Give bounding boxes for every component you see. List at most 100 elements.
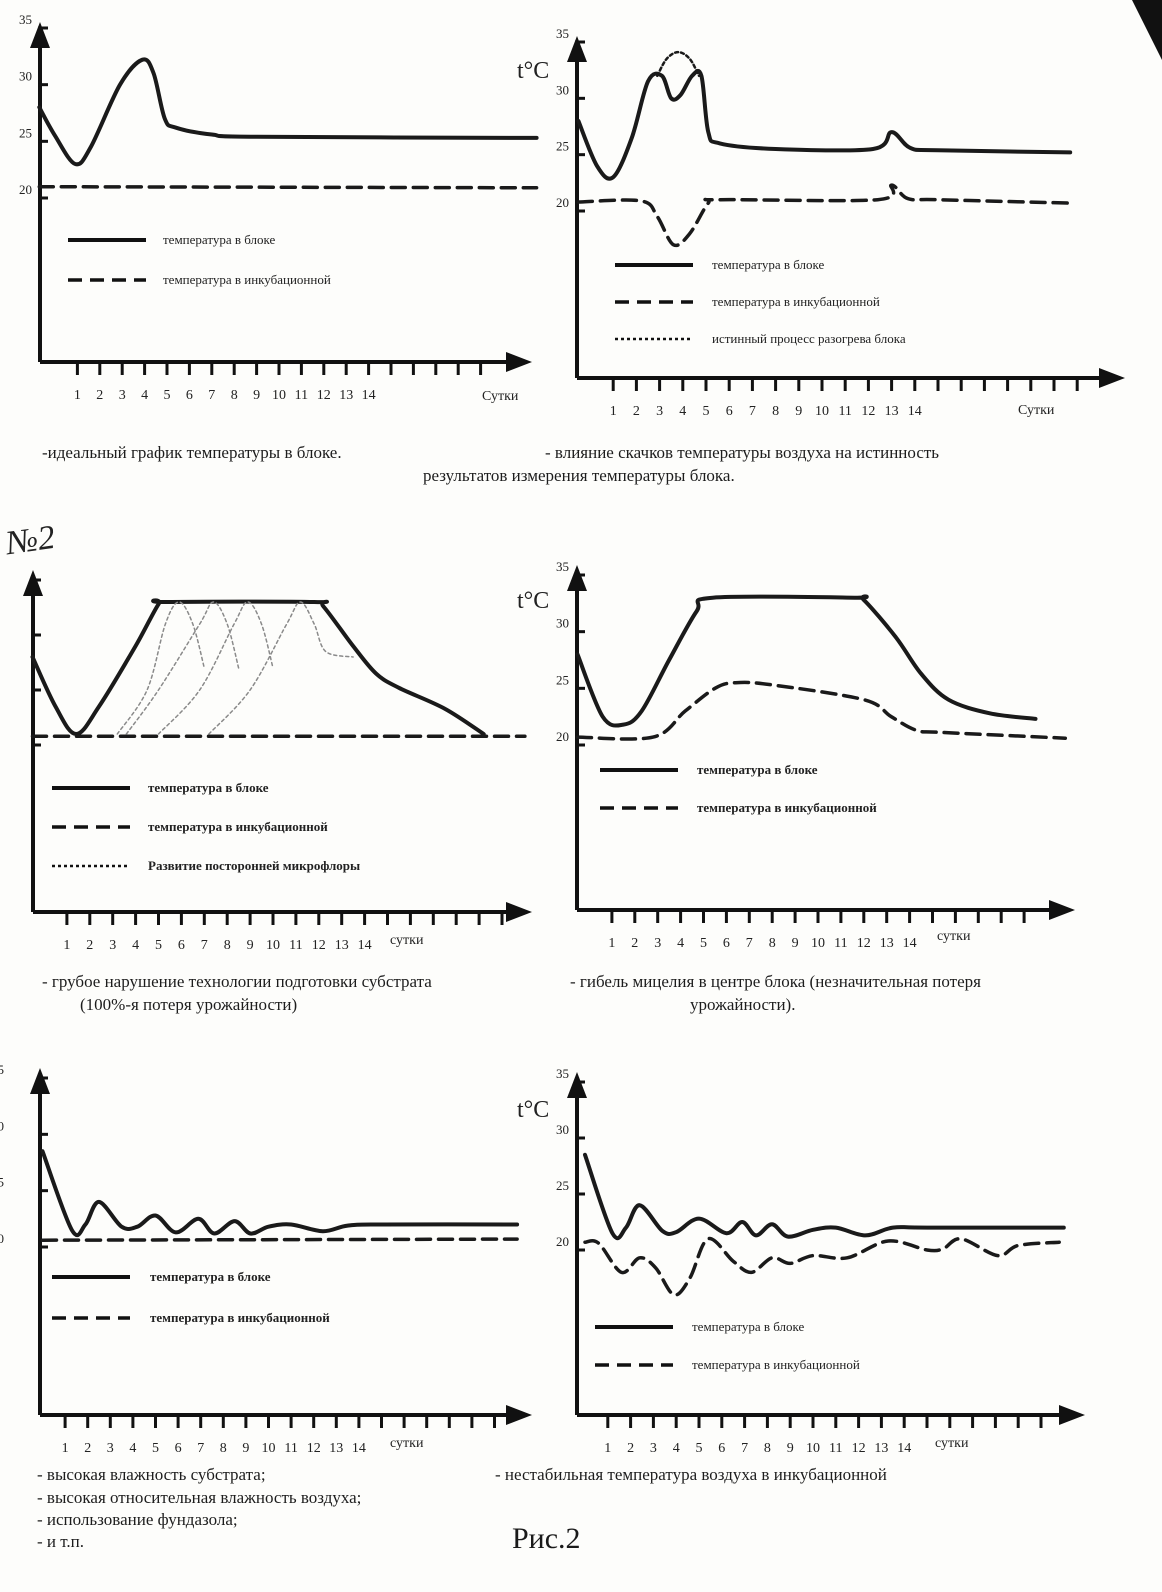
x-tick-label: 8: [772, 404, 779, 419]
y-axis-arrow: [567, 565, 587, 591]
x-tick-label: 6: [178, 938, 185, 953]
legend-label-incubation: температура в инкубационной: [692, 1357, 860, 1372]
x-tick-label: 6: [718, 1441, 725, 1456]
legend-label-block: температура в блоке: [150, 1269, 271, 1284]
figure-label: Рис.2: [512, 1522, 581, 1555]
y-tick-label: 35: [556, 559, 569, 574]
x-tick-label: 4: [677, 936, 684, 951]
series-line-dashed: [576, 183, 1072, 248]
x-tick-label: 13: [329, 1441, 343, 1456]
x-tick-label: 14: [362, 388, 376, 403]
x-tick-label: 11: [829, 1441, 842, 1456]
y-axis-arrow: [567, 36, 587, 62]
series-line-dotted: [116, 601, 206, 735]
x-tick-label: 6: [186, 388, 193, 403]
legend-label-block: температура в блоке: [163, 232, 276, 247]
chart-caption: -идеальный график температуры в блоке.: [42, 443, 342, 462]
x-tick-label: 10: [262, 1441, 276, 1456]
y-tick-label: 35: [556, 1066, 569, 1081]
x-tick-label: 3: [107, 1441, 114, 1456]
x-tick-label: 9: [253, 388, 260, 403]
legend-label-block: температура в блоке: [148, 780, 269, 795]
x-tick-label: 10: [272, 388, 286, 403]
x-tick-label: 8: [764, 1441, 771, 1456]
y-tick-label: 35: [19, 12, 32, 27]
legend-label-incubation: температура в инкубационной: [697, 800, 877, 815]
y-axis-arrow: [23, 570, 43, 596]
x-tick-label: 8: [769, 936, 776, 951]
y-tick-label: 30: [556, 82, 569, 97]
x-tick-label: 4: [129, 1441, 136, 1456]
y-tick-label: 20: [556, 729, 569, 744]
chart-caption: (100%-я потеря урожайности): [80, 995, 298, 1014]
series-line-dotted: [656, 50, 701, 78]
x-tick-label: 12: [857, 936, 871, 951]
x-tick-label: 7: [741, 1441, 748, 1456]
y-axis-arrow: [30, 1068, 50, 1094]
y-tick-label: 20: [0, 1231, 4, 1246]
x-tick-label: 7: [746, 936, 753, 951]
x-axis-label: сутки: [390, 933, 424, 948]
x-tick-label: 9: [787, 1441, 794, 1456]
legend-label-incubation: температура в инкубационной: [148, 819, 328, 834]
x-tick-label: 1: [608, 936, 615, 951]
y-axis-arrow: [30, 22, 50, 48]
x-tick-label: 14: [352, 1441, 366, 1456]
x-axis-label: сутки: [937, 929, 971, 944]
chart-panel-5: 353025201234567891011121314суткитемперат…: [0, 1062, 532, 1456]
x-axis-arrow: [1099, 368, 1125, 388]
x-tick-label: 7: [749, 404, 756, 419]
x-tick-label: 3: [119, 388, 126, 403]
x-tick-label: 2: [633, 404, 640, 419]
x-tick-label: 9: [247, 938, 254, 953]
x-axis-label: Сутки: [482, 389, 519, 404]
y-tick-label: 30: [0, 1118, 4, 1133]
chart-caption: - гибель мицелия в центре блока (незначи…: [570, 972, 981, 991]
chart-panel-3: 353025201234567891011121314суткитемперат…: [23, 570, 532, 953]
chart-caption: - высокая относительная влажность воздух…: [37, 1488, 362, 1507]
x-axis-label: сутки: [935, 1436, 969, 1451]
y-tick-label: 20: [556, 195, 569, 210]
legend-label-microflora: Развитие посторонней микрофлоры: [148, 858, 360, 873]
legend-label-true_heating: истинный процесс разогрева блока: [712, 331, 906, 346]
x-tick-label: 2: [96, 388, 103, 403]
chart-caption: - высокая влажность субстрата;: [37, 1465, 266, 1484]
legend-label-block: температура в блоке: [712, 257, 825, 272]
x-tick-label: 6: [175, 1441, 182, 1456]
x-tick-label: 1: [604, 1441, 611, 1456]
x-tick-label: 5: [696, 1441, 703, 1456]
x-tick-label: 13: [874, 1441, 888, 1456]
x-tick-label: 8: [231, 388, 238, 403]
chart-caption: - использование фундазола;: [37, 1510, 238, 1529]
chart-caption: - и т.п.: [37, 1532, 85, 1551]
x-tick-label: 13: [885, 404, 899, 419]
y-tick-label: 25: [556, 139, 569, 154]
x-tick-label: 14: [908, 404, 922, 419]
x-tick-label: 10: [806, 1441, 820, 1456]
x-tick-label: 11: [295, 388, 308, 403]
x-tick-label: 13: [339, 388, 353, 403]
y-tick-label: 25: [19, 125, 32, 140]
x-tick-label: 9: [242, 1441, 249, 1456]
y-tick-label: 30: [19, 69, 32, 84]
chart-caption: - влияние скачков температуры воздуха на…: [545, 443, 940, 462]
legend-label-block: температура в блоке: [692, 1319, 805, 1334]
scan-shadow: [1132, 0, 1162, 60]
x-tick-label: 2: [627, 1441, 634, 1456]
series-line-solid: [40, 1149, 520, 1238]
series-line-dashed: [37, 184, 539, 190]
series-line-solid: [37, 57, 539, 167]
series-line-dashed: [583, 1236, 1061, 1297]
x-tick-label: 2: [631, 936, 638, 951]
y-tick-label: 20: [19, 182, 32, 197]
x-tick-label: 5: [164, 388, 171, 403]
series-line-solid: [583, 1152, 1066, 1241]
x-tick-label: 1: [63, 938, 70, 953]
x-tick-label: 4: [673, 1441, 680, 1456]
x-tick-label: 6: [726, 404, 733, 419]
x-axis-arrow: [1059, 1405, 1085, 1425]
x-tick-label: 1: [62, 1441, 69, 1456]
